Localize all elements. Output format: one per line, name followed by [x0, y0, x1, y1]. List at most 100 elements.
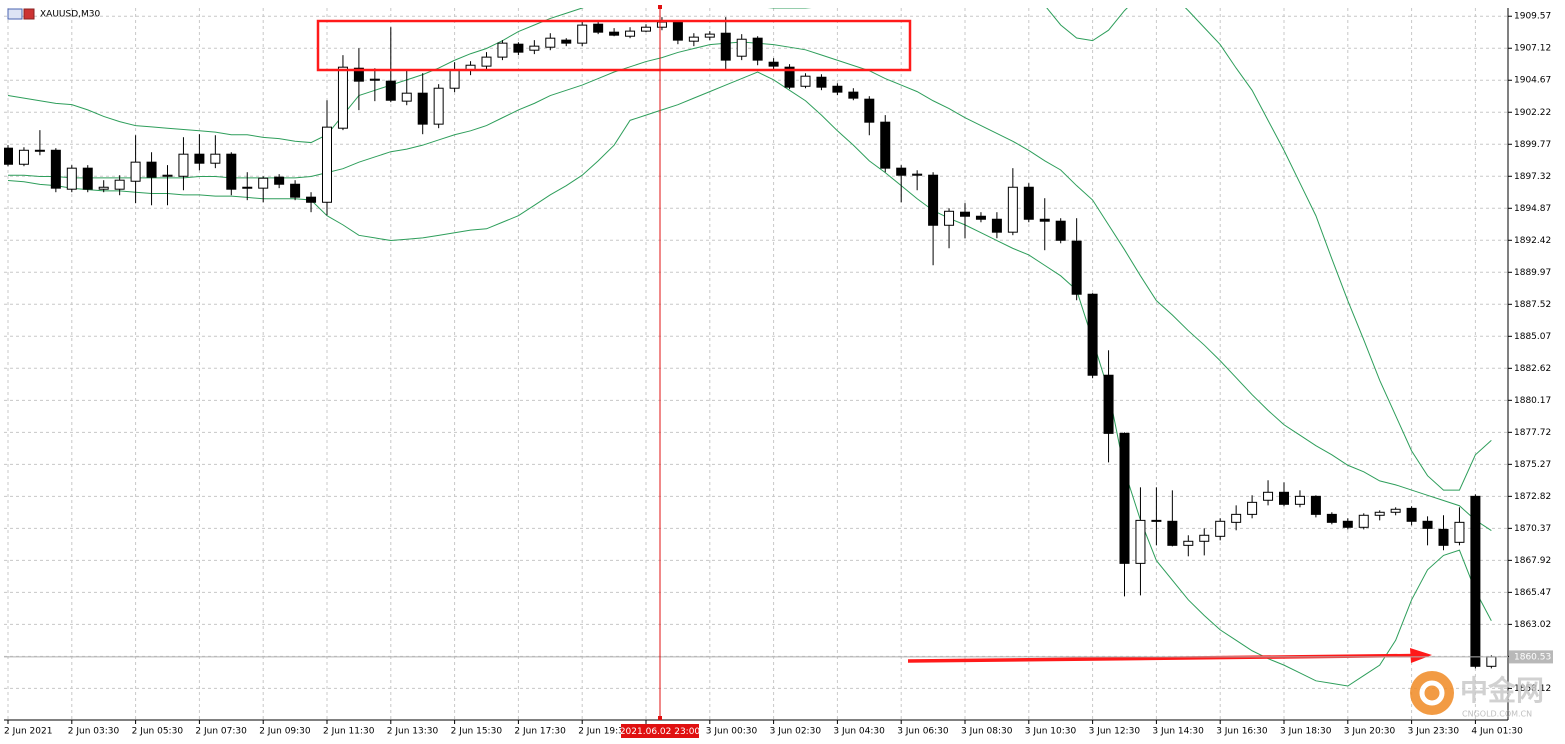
y-tick-label: 1889.97	[1514, 268, 1551, 278]
candle-body	[82, 167, 93, 190]
candle-body	[258, 177, 269, 189]
x-tick-label: 3 Jun 20:30	[1344, 727, 1396, 737]
x-tick-label: 2 Jun 05:30	[132, 727, 184, 737]
last-price-box	[1509, 650, 1553, 664]
logo-site: CNGOLD.COM.CN	[1462, 710, 1532, 719]
candle-body	[210, 153, 221, 164]
candle-body	[1183, 540, 1194, 546]
candle-body	[912, 173, 923, 176]
x-tick-label: 3 Jun 02:30	[770, 727, 822, 737]
chart-icon	[23, 8, 35, 20]
x-tick-label: 2 Jun 15:30	[451, 727, 503, 737]
candle-body	[1247, 501, 1258, 515]
candle-body	[1039, 218, 1050, 222]
candle-body	[1055, 220, 1066, 241]
logo-circle	[1410, 671, 1454, 715]
candle-body	[50, 149, 61, 189]
crosshair-label-box	[621, 724, 699, 738]
y-tick-label: 1904.67	[1514, 76, 1551, 86]
candle-body	[1422, 520, 1433, 529]
candle-body	[1199, 534, 1210, 542]
y-tick-label: 1858.12	[1514, 684, 1551, 694]
y-tick-label: 1877.72	[1514, 428, 1551, 438]
candle-body	[1406, 507, 1417, 522]
y-tick-label: 1872.82	[1514, 492, 1551, 502]
candle-body	[497, 42, 508, 58]
candle-body	[1438, 528, 1449, 546]
candle-body	[322, 126, 332, 203]
last-price: 1860.53	[4, 650, 1553, 664]
y-tick-label: 1894.87	[1514, 204, 1551, 214]
y-tick-label: 1887.52	[1514, 300, 1551, 310]
candle-body	[1358, 514, 1369, 528]
candles	[4, 17, 1497, 669]
candle-body	[337, 66, 348, 129]
title: XAUUSD,M30	[7, 8, 100, 20]
candle-body	[226, 153, 237, 190]
x-tick-label: 2 Jun 11:30	[323, 727, 375, 737]
candle-body	[306, 196, 317, 203]
candle-body	[1279, 491, 1289, 505]
candle-body	[114, 179, 125, 190]
candle-body	[1071, 240, 1082, 295]
x-tick-label: 3 Jun 18:30	[1280, 727, 1332, 737]
candle-body	[1454, 521, 1465, 543]
x-tick-label: 2 Jun 03:30	[68, 727, 120, 737]
highlight-box	[316, 19, 912, 72]
y-tick-label: 1870.37	[1514, 524, 1551, 534]
candle-body	[1135, 519, 1146, 564]
candle-body	[178, 153, 189, 177]
watermark: 中金网 CNGOLD.COM.CN	[1410, 671, 1544, 719]
candle-body	[593, 23, 604, 33]
y-tick-label: 1882.62	[1514, 364, 1551, 374]
candle-body	[98, 186, 109, 190]
x-tick-label: 3 Jun 10:30	[1025, 727, 1077, 737]
candle-body	[66, 167, 77, 190]
candle-body	[577, 24, 588, 44]
candle-body	[1486, 656, 1497, 667]
x-tick-label: 3 Jun 16:30	[1216, 727, 1268, 737]
candle-body	[864, 98, 875, 123]
y-tick-label: 1880.17	[1514, 396, 1551, 406]
band-line	[7, 71, 1492, 687]
candle-body	[433, 87, 444, 125]
candle-body	[1119, 432, 1130, 564]
candle-body	[672, 21, 683, 41]
y-tick-label: 1863.02	[1514, 620, 1551, 630]
crosshair: 2021.06.02 23:00	[620, 5, 700, 738]
crosshair-cap	[658, 5, 662, 9]
candle-body	[353, 67, 364, 82]
chart-icon	[7, 8, 23, 20]
arrow-head	[1410, 648, 1432, 663]
candle-body	[832, 85, 843, 93]
chart-title: XAUUSD,M30	[40, 10, 100, 20]
candle-body	[880, 121, 891, 169]
candle-body	[768, 61, 779, 67]
candle-body	[625, 30, 636, 37]
candle-body	[736, 38, 747, 57]
candle-body	[481, 56, 492, 67]
y-tick-label: 1897.32	[1514, 172, 1551, 182]
candle-body	[1310, 495, 1321, 515]
candle-body	[704, 33, 715, 38]
candle-body	[242, 186, 253, 189]
band-line	[8, 41, 1492, 531]
candle-body	[1374, 511, 1385, 516]
candle-body	[561, 39, 572, 44]
x-tick-label: 3 Jun 04:30	[833, 727, 885, 737]
candle-body	[4, 147, 13, 165]
candle-body	[1263, 491, 1274, 501]
candle-body	[1215, 520, 1226, 537]
x-tick-label: 2 Jun 17:30	[514, 727, 566, 737]
candle-body	[656, 21, 667, 28]
axis-labels: 1909.57 1907.12 1904.67 1902.22 1899.77 1897.…	[4, 12, 1551, 737]
candle-body	[1294, 495, 1305, 505]
candle-body	[991, 218, 1002, 233]
candle-body	[975, 215, 986, 220]
candle-body	[401, 92, 412, 102]
candle-body	[944, 210, 955, 226]
candle-body	[848, 91, 859, 99]
candle-body	[369, 78, 380, 81]
x-tick-label: 3 Jun 06:30	[897, 727, 949, 737]
